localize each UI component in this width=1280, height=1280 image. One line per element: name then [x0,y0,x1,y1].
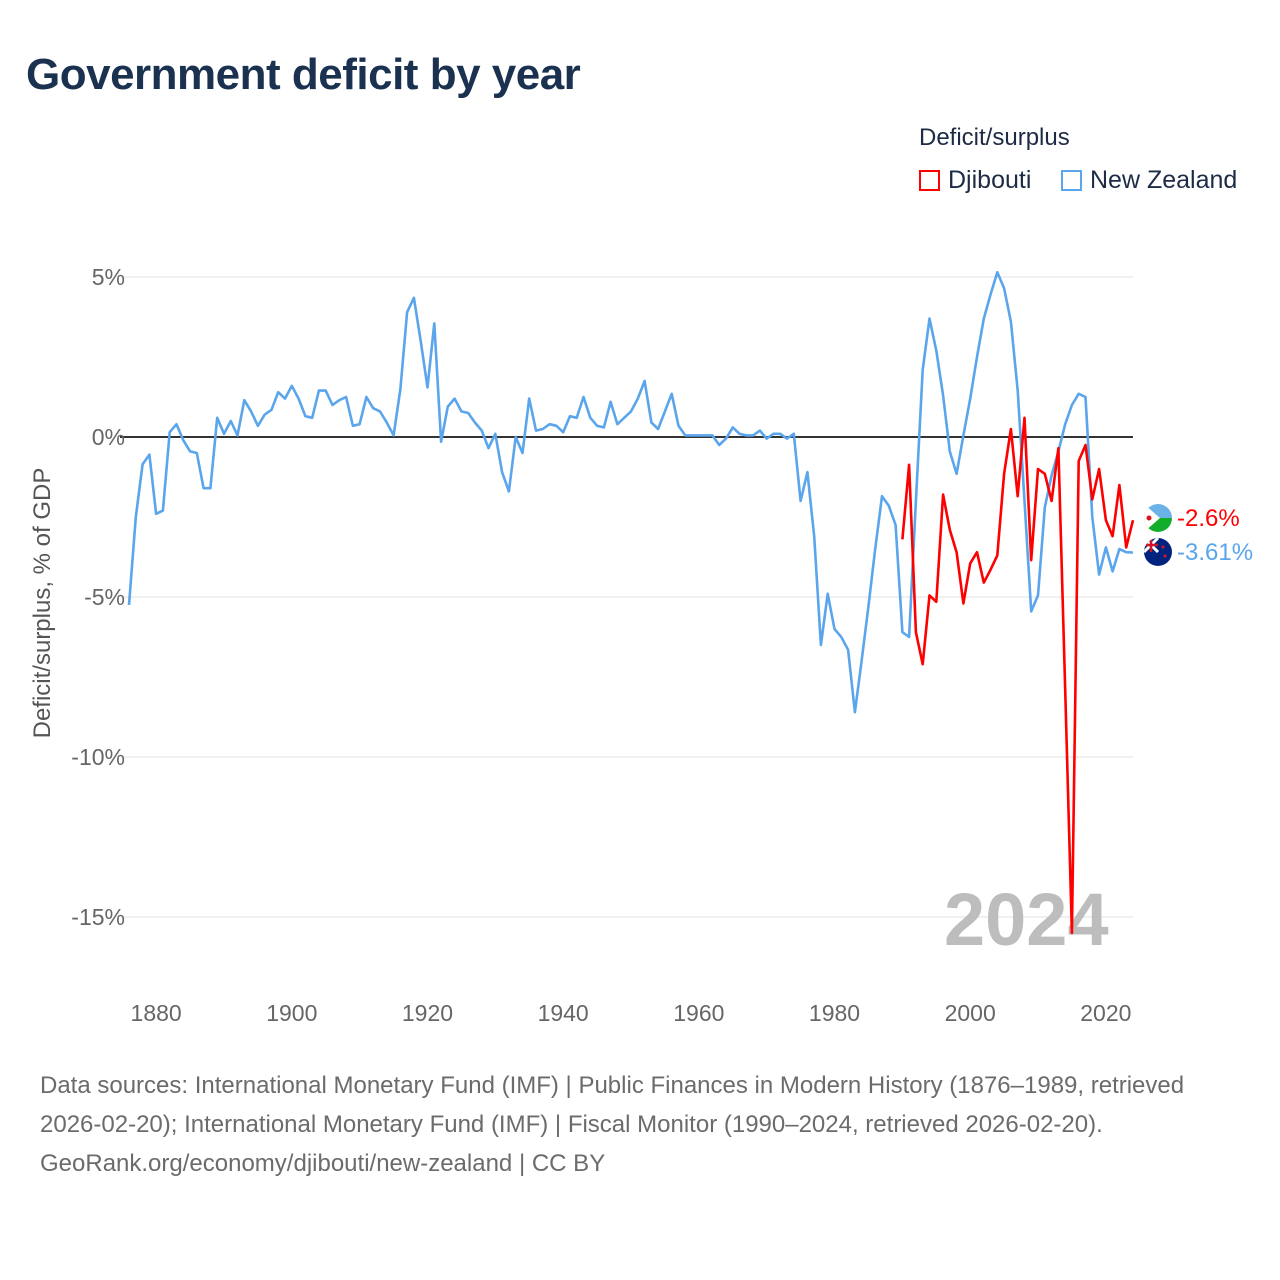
y-tick-label: -5% [84,584,125,610]
credit-link[interactable]: GeoRank.org/economy/djibouti/new-zealand… [40,1150,606,1177]
x-tick-label: 2020 [1080,1000,1131,1026]
x-tick-label: 1940 [538,1000,589,1026]
y-tick-label: 5% [92,264,125,290]
series-line-new-zealand[interactable] [127,270,1134,714]
djibouti-end-label: -2.6% [1177,505,1240,532]
legend-label: Djibouti [948,166,1032,194]
footer: Data sources: International Monetary Fun… [40,1066,1240,1183]
data-sources: Data sources: International Monetary Fun… [40,1072,1185,1138]
new-zealand-flag-icon [1144,538,1172,566]
legend-label: New Zealand [1090,166,1238,194]
x-tick-label: 1980 [809,1000,860,1026]
x-tick-label: 1880 [131,1000,182,1026]
x-tick-label: 1960 [673,1000,724,1026]
series-line-djibouti[interactable] [901,416,1135,935]
x-tick-label: 1920 [402,1000,453,1026]
x-tick-label: 1900 [266,1000,317,1026]
legend-item-djibouti[interactable]: Djibouti [919,166,1031,195]
chart-title: Government deficit by year [26,50,581,99]
year-overlay: 2024 [944,878,1109,961]
y-tick-label: -15% [71,904,125,930]
x-tick-label: 2000 [945,1000,996,1026]
y-tick-label: -10% [71,744,125,770]
y-axis-label: Deficit/surplus, % of GDP [29,468,56,739]
y-tick-label: 0% [92,424,125,450]
legend-item-new-zealand[interactable]: New Zealand [1061,166,1237,195]
new-zealand-end-label: -3.61% [1177,539,1253,566]
legend-swatch-new-zealand [1061,170,1082,191]
legend-swatch-djibouti [919,170,940,191]
djibouti-flag-icon [1144,504,1172,532]
legend-title: Deficit/surplus [919,124,1070,151]
